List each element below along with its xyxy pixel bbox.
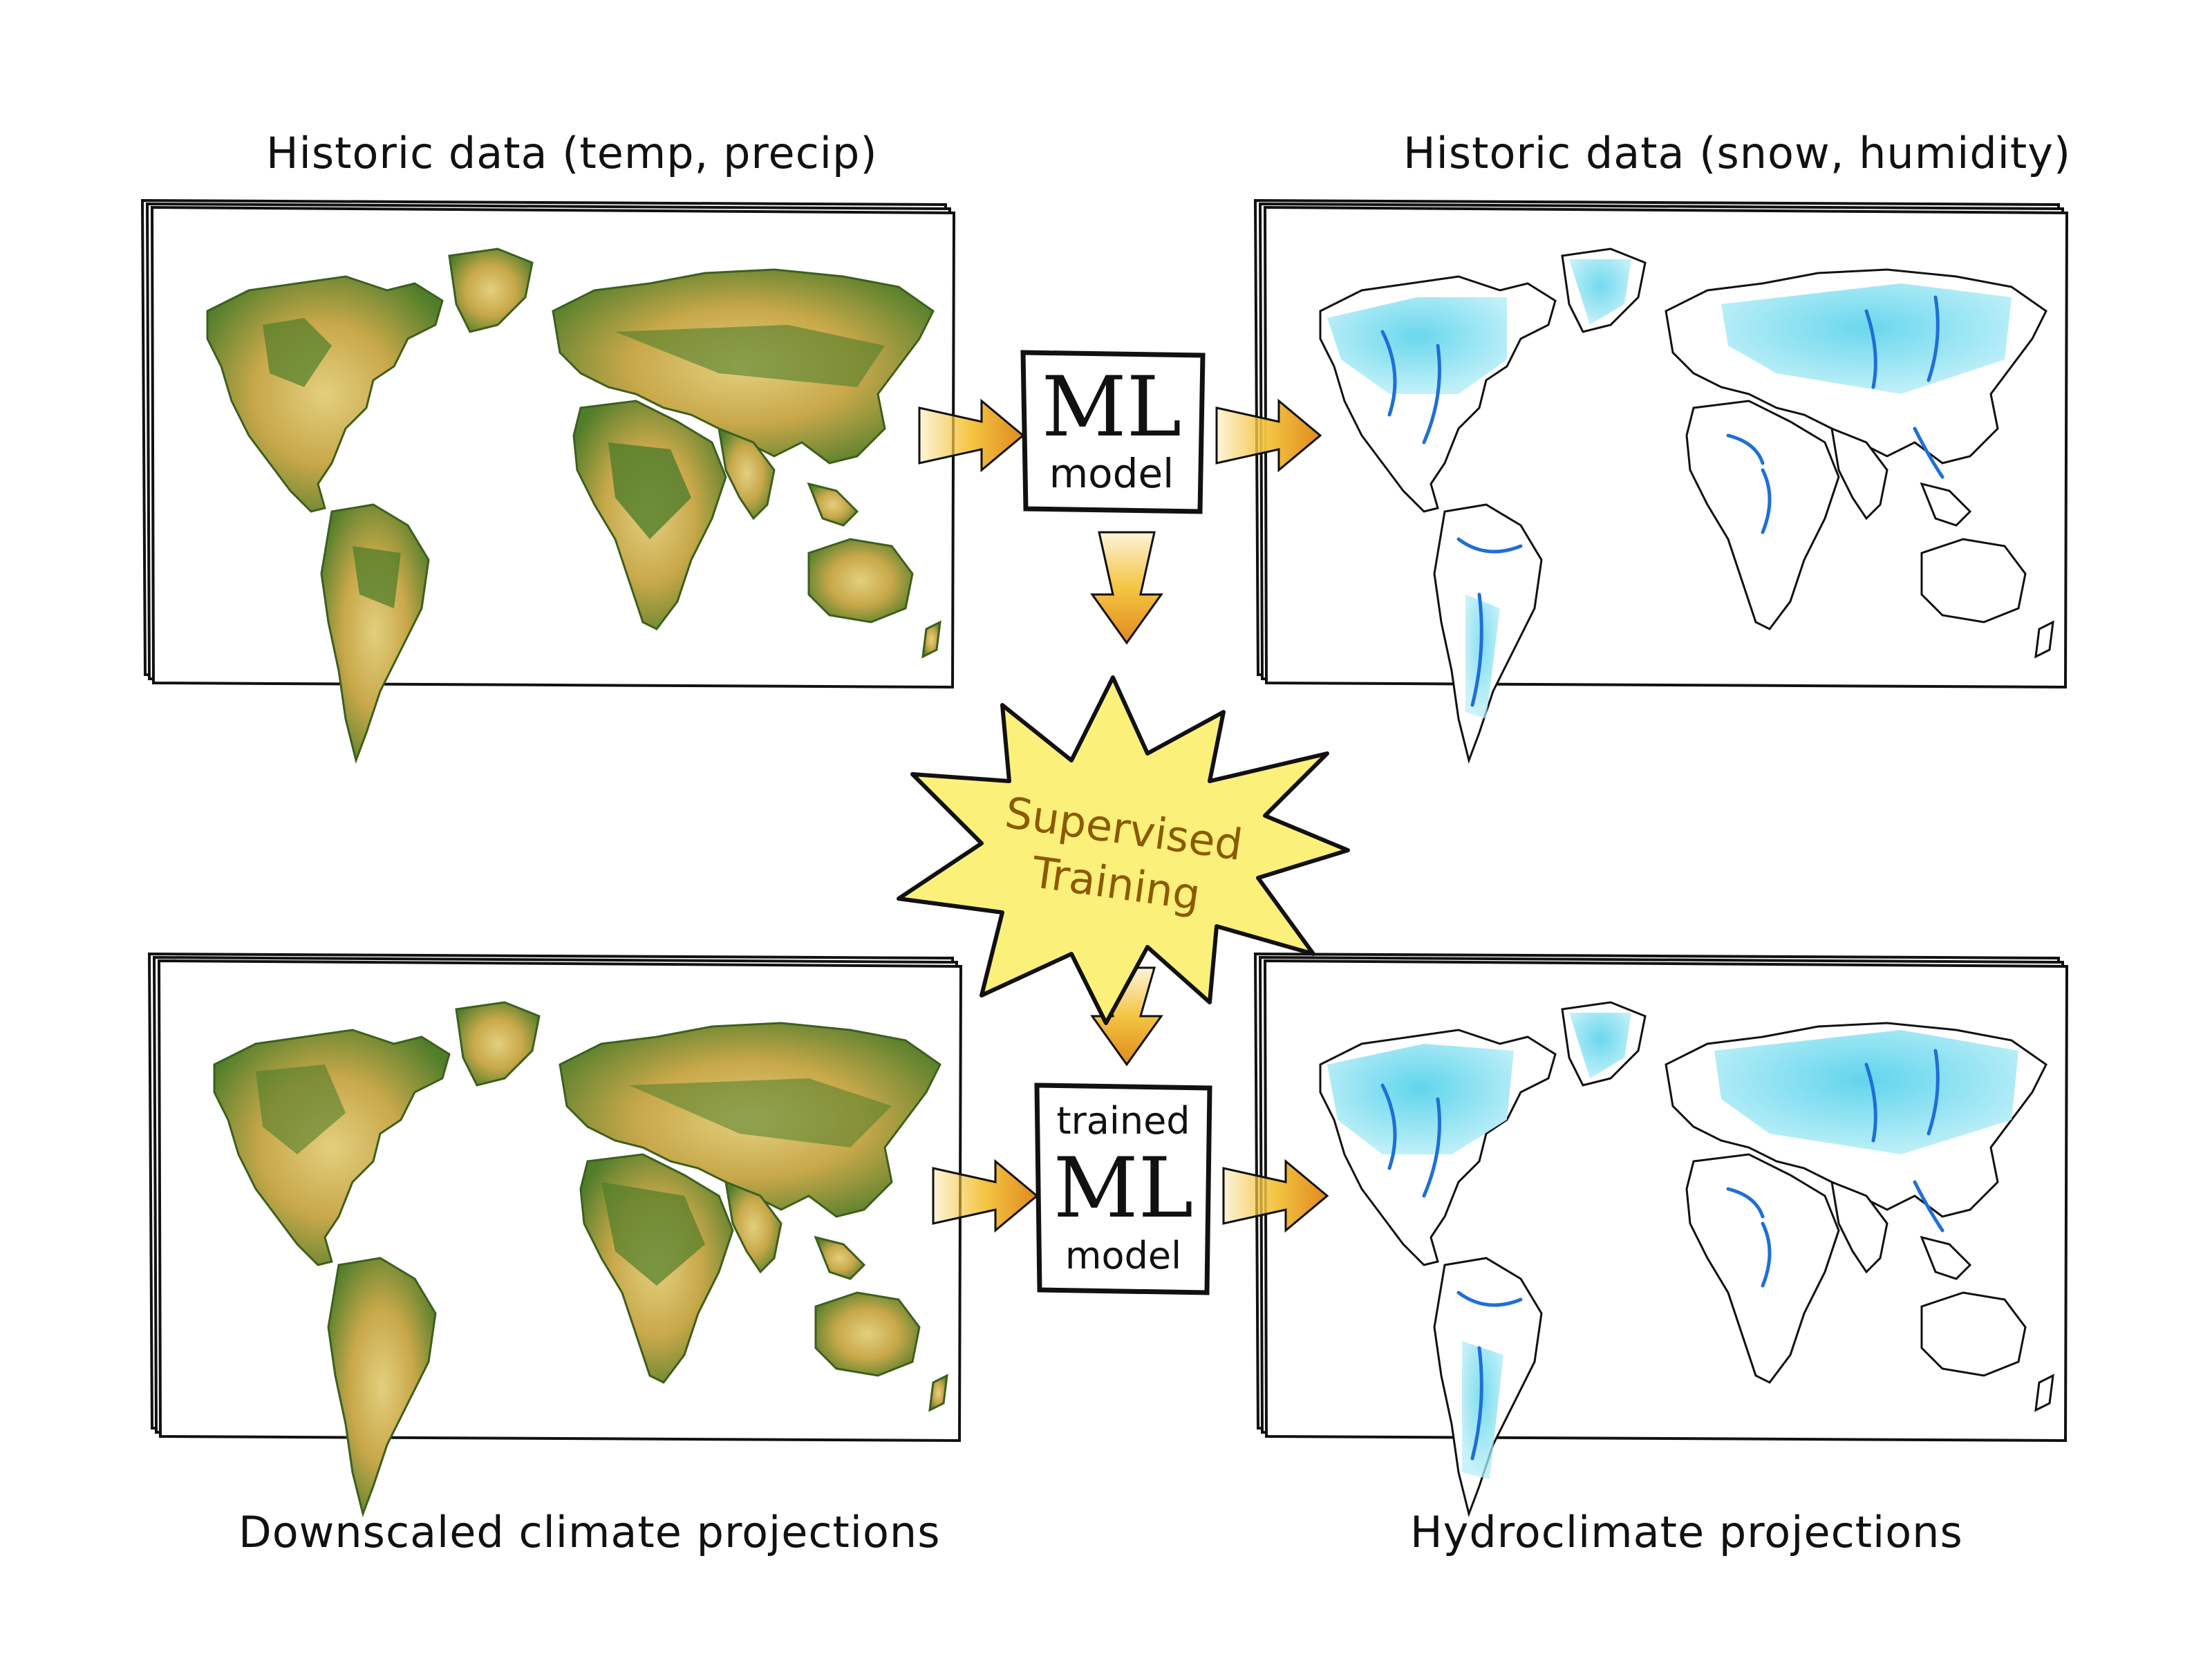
arrow-trained-model-to-hydro [1222, 1159, 1329, 1233]
arrow-input-to-model [918, 398, 1025, 473]
map-downscaled-projections [148, 953, 962, 1515]
label-downscaled-climate-projections: Downscaled climate projections [238, 1507, 941, 1557]
trained-model-line3: model [1065, 1234, 1181, 1277]
trained-model-line1: trained [1056, 1099, 1190, 1143]
ml-model-line1: ML [1042, 359, 1182, 456]
trained-ml-model-box: trained ML model [1034, 1082, 1212, 1295]
trained-model-line2: ML [1053, 1141, 1194, 1237]
ml-model-line2: model [1049, 450, 1174, 497]
map-historic-temp-precip [141, 199, 955, 762]
map-hydroclimate-projections [1254, 953, 2068, 1515]
ml-model-box: ML model [1020, 350, 1206, 514]
supervised-training-burst: Supervised Training [897, 675, 1350, 1025]
arrow-projection-to-trained-model [932, 1159, 1039, 1233]
label-historic-temp-precip: Historic data (temp, precip) [266, 128, 878, 178]
label-historic-snow-humidity: Historic data (snow, humidity) [1403, 128, 2072, 178]
map-historic-snow-humidity [1254, 199, 2068, 762]
label-hydroclimate-projections: Hydroclimate projections [1410, 1507, 1963, 1557]
arrow-model-to-training [1090, 531, 1163, 645]
arrow-model-to-output [1215, 398, 1322, 473]
